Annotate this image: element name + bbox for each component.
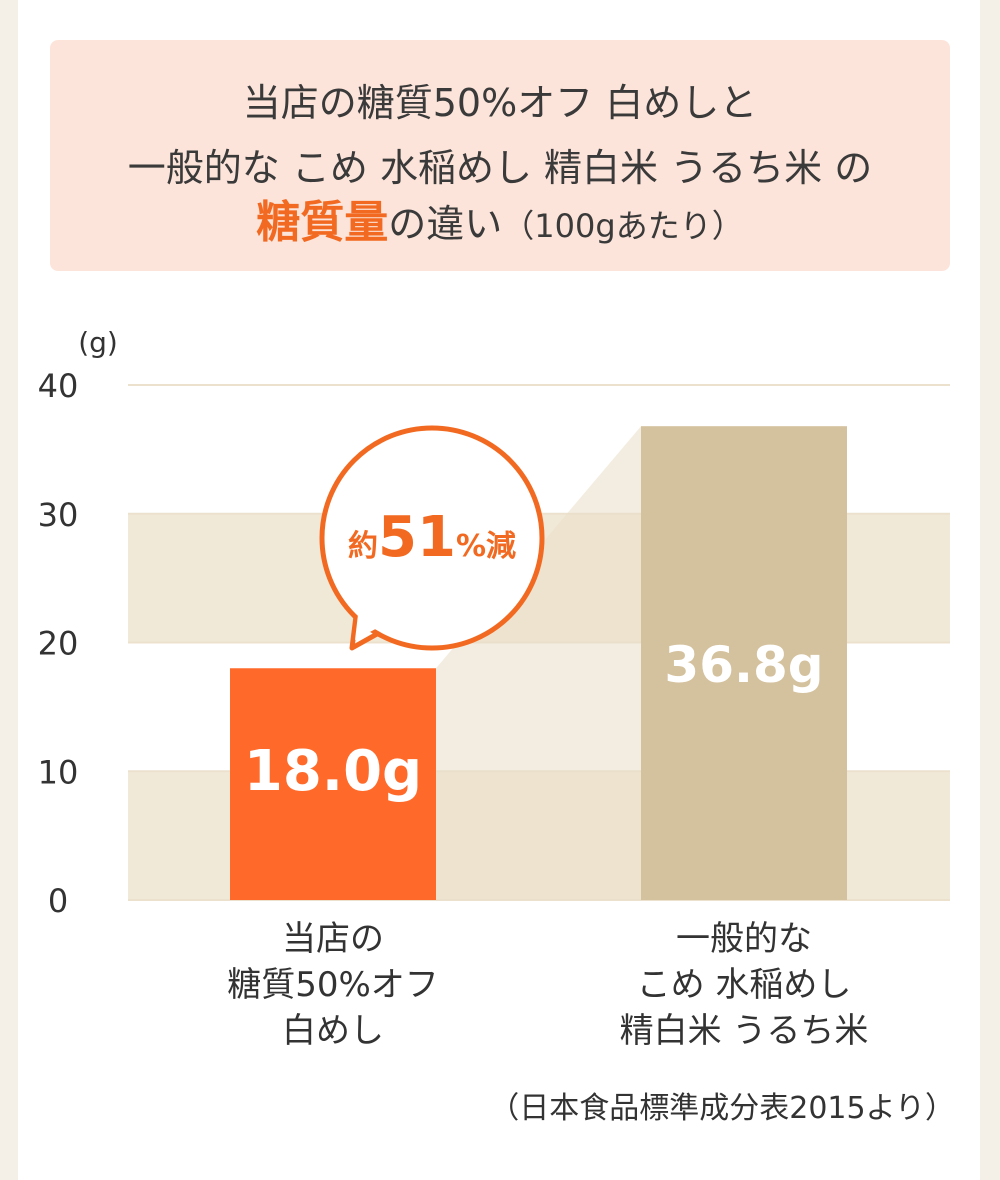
title-line-1: 当店の糖質50%オフ 白めしと: [242, 81, 758, 125]
callout-tail-fill: [355, 606, 398, 640]
title-line-3: 糖質量の違い（100gあたり）: [50, 200, 950, 249]
category-label-0-line-2: 糖質50%オフ: [227, 965, 439, 1005]
category-label-1-line-2: こめ 水稲めし: [636, 965, 852, 1005]
comparison-connector: [436, 426, 641, 900]
category-label-1-line-1: 一般的な: [676, 919, 812, 959]
y-tick-label-4: 40: [38, 367, 79, 405]
y-tick-label-0: 0: [48, 882, 68, 920]
value-label-0: 18.0g: [244, 739, 422, 804]
title-note: （100gあたり）: [502, 207, 744, 245]
callout-number: 51: [378, 505, 456, 570]
y-tick-label-3: 30: [38, 496, 79, 534]
category-label-0: 当店の 糖質50%オフ 白めし: [163, 916, 503, 1054]
title-rest: の違い: [388, 202, 503, 246]
y-axis-unit: (g): [78, 326, 118, 359]
y-tick-label-2: 20: [38, 625, 79, 663]
category-label-1: 一般的な こめ 水稲めし 精白米 うるち米: [574, 916, 914, 1054]
y-tick-label-1: 10: [38, 753, 79, 791]
category-label-1-line-3: 精白米 うるち米: [619, 1011, 869, 1051]
callout-suffix: %減: [456, 529, 516, 564]
source-note: （日本食品標準成分表2015より）: [489, 1091, 955, 1126]
bar-0: [230, 668, 436, 900]
category-label-0-line-3: 白めし: [282, 1011, 384, 1051]
title-box: 当店の糖質50%オフ 白めしと 一般的な こめ 水稲めし 精白米 うるち米 の …: [50, 40, 950, 271]
bar-1: [641, 426, 847, 900]
category-label-0-line-1: 当店の: [282, 919, 384, 959]
value-label-1: 36.8g: [664, 636, 823, 694]
title-highlight: 糖質量: [256, 197, 389, 248]
title-line-2: 一般的な こめ 水稲めし 精白米 うるち米 の: [127, 146, 873, 190]
callout-text: 約51%減: [348, 505, 516, 570]
callout-bubble: [319, 425, 545, 651]
callout-prefix: 約: [348, 529, 378, 564]
